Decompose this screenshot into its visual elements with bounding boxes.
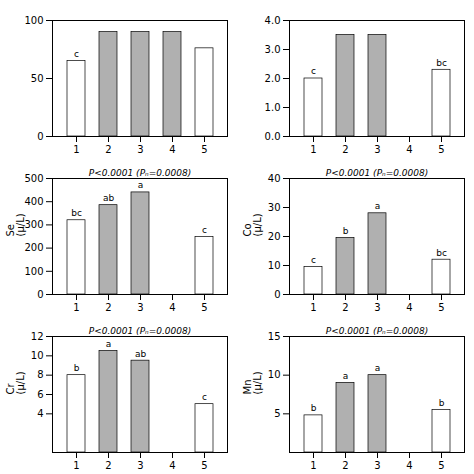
svg-text:a: a (138, 180, 144, 190)
svg-text:2: 2 (342, 460, 348, 471)
svg-text:3.0: 3.0 (265, 44, 281, 55)
svg-text:300: 300 (24, 219, 43, 230)
svg-text:3: 3 (374, 302, 380, 313)
svg-text:1: 1 (310, 302, 316, 313)
svg-text:Mn(μ/L): Mn(μ/L) (242, 371, 263, 394)
svg-text:3: 3 (374, 144, 380, 155)
svg-text:10: 10 (268, 260, 281, 271)
svg-text:Cr(μ/L): Cr(μ/L) (5, 371, 26, 394)
svg-text:20: 20 (268, 231, 281, 242)
svg-text:40: 40 (268, 173, 281, 184)
svg-text:ab: ab (135, 349, 147, 359)
svg-text:4: 4 (169, 302, 175, 313)
svg-text:100: 100 (24, 266, 43, 277)
svg-text:30: 30 (268, 202, 281, 213)
svg-text:2: 2 (105, 144, 111, 155)
svg-text:4.0: 4.0 (265, 15, 281, 26)
svg-text:5: 5 (438, 144, 444, 155)
svg-text:P<0.0001 (Pₙ=0.0008): P<0.0001 (Pₙ=0.0008) (89, 326, 191, 336)
svg-text:ab: ab (103, 193, 115, 203)
svg-text:4: 4 (169, 460, 175, 471)
svg-text:a: a (375, 201, 381, 211)
svg-text:100: 100 (24, 15, 43, 26)
svg-text:a: a (375, 363, 381, 373)
svg-text:bc: bc (436, 248, 447, 258)
svg-text:1: 1 (310, 144, 316, 155)
svg-text:4: 4 (169, 144, 175, 155)
svg-text:6: 6 (37, 389, 43, 400)
svg-text:1: 1 (73, 144, 79, 155)
svg-text:4: 4 (406, 144, 412, 155)
svg-text:b: b (74, 363, 80, 373)
svg-text:c: c (311, 255, 316, 265)
svg-text:5: 5 (201, 460, 207, 471)
svg-text:0: 0 (37, 289, 43, 300)
svg-text:P<0.0001 (Pₙ=0.0008): P<0.0001 (Pₙ=0.0008) (89, 168, 191, 178)
svg-text:5: 5 (438, 460, 444, 471)
svg-text:400: 400 (24, 196, 43, 207)
svg-text:1: 1 (310, 460, 316, 471)
svg-text:c: c (311, 66, 316, 76)
svg-text:bc: bc (436, 58, 447, 68)
svg-text:c: c (202, 225, 207, 235)
svg-text:Co(μ/L): Co(μ/L) (242, 213, 263, 236)
svg-text:0: 0 (37, 131, 43, 142)
svg-text:1: 1 (73, 460, 79, 471)
svg-text:bc: bc (71, 208, 82, 218)
svg-text:5: 5 (201, 144, 207, 155)
svg-text:2: 2 (105, 460, 111, 471)
svg-text:Se(μ/L): Se(μ/L) (5, 213, 26, 236)
svg-text:P<0.0001 (Pₙ=0.0008): P<0.0001 (Pₙ=0.0008) (326, 326, 428, 336)
svg-text:3: 3 (137, 302, 143, 313)
svg-text:2: 2 (342, 302, 348, 313)
svg-text:3: 3 (374, 460, 380, 471)
svg-text:4: 4 (406, 302, 412, 313)
svg-text:5: 5 (201, 302, 207, 313)
svg-text:2: 2 (105, 302, 111, 313)
svg-text:50: 50 (31, 73, 44, 84)
svg-text:4: 4 (406, 460, 412, 471)
svg-text:0.0: 0.0 (265, 131, 281, 142)
svg-text:5: 5 (438, 302, 444, 313)
svg-text:1: 1 (73, 302, 79, 313)
svg-text:b: b (311, 403, 317, 413)
svg-text:4: 4 (37, 408, 43, 419)
svg-text:P<0.0001 (Pₙ=0.0008): P<0.0001 (Pₙ=0.0008) (326, 168, 428, 178)
svg-text:2.0: 2.0 (265, 73, 281, 84)
svg-text:a: a (106, 339, 112, 349)
svg-text:c: c (74, 49, 79, 59)
svg-text:0: 0 (274, 289, 280, 300)
svg-text:a: a (343, 371, 349, 381)
svg-text:8: 8 (37, 369, 43, 380)
svg-text:15: 15 (268, 331, 281, 342)
svg-text:3: 3 (137, 144, 143, 155)
svg-text:10: 10 (268, 369, 281, 380)
svg-text:1.0: 1.0 (265, 102, 281, 113)
svg-text:12: 12 (31, 331, 44, 342)
svg-text:c: c (202, 392, 207, 402)
svg-text:5: 5 (274, 408, 280, 419)
svg-text:200: 200 (24, 242, 43, 253)
svg-text:3: 3 (137, 460, 143, 471)
svg-text:10: 10 (31, 350, 44, 361)
svg-text:2: 2 (342, 144, 348, 155)
svg-text:500: 500 (24, 173, 43, 184)
svg-text:b: b (343, 226, 349, 236)
svg-text:b: b (439, 398, 445, 408)
